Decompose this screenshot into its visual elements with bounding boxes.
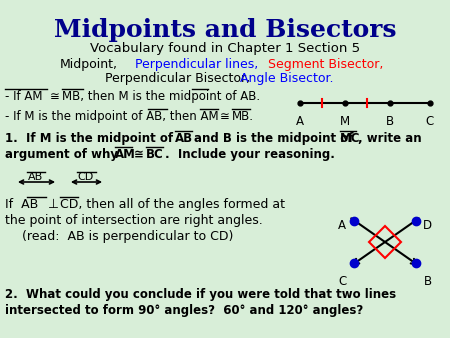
Text: C: C (338, 275, 346, 288)
Text: .  Include your reasoning.: . Include your reasoning. (165, 148, 335, 161)
Text: C: C (426, 115, 434, 128)
Text: BC: BC (146, 148, 164, 161)
Text: ≅: ≅ (50, 90, 60, 103)
Text: ≅: ≅ (220, 110, 230, 123)
Text: Vocabulary found in Chapter 1 Section 5: Vocabulary found in Chapter 1 Section 5 (90, 42, 360, 55)
Text: Perpendicular Bisector,: Perpendicular Bisector, (105, 72, 250, 85)
Text: D: D (423, 219, 432, 232)
Text: M: M (340, 115, 350, 128)
Text: (read:  AB is perpendicular to CD): (read: AB is perpendicular to CD) (22, 230, 234, 243)
Text: MB.: MB. (232, 110, 254, 123)
Text: A: A (338, 219, 346, 232)
Text: A: A (296, 115, 304, 128)
Text: 2.  What could you conclude if you were told that two lines: 2. What could you conclude if you were t… (5, 288, 396, 301)
Text: intersected to form 90° angles?  60° and 120° angles?: intersected to form 90° angles? 60° and … (5, 304, 363, 317)
Text: the point of intersection are right angles.: the point of intersection are right angl… (5, 214, 263, 227)
Text: AB: AB (175, 132, 193, 145)
Text: AB: AB (28, 172, 44, 182)
Text: Midpoints and Bisectors: Midpoints and Bisectors (54, 18, 396, 42)
Text: ≅: ≅ (134, 148, 144, 161)
Text: B: B (386, 115, 394, 128)
Text: Segment Bisector,: Segment Bisector, (268, 58, 383, 71)
Text: CD: CD (78, 172, 94, 182)
Text: argument of why: argument of why (5, 148, 118, 161)
Text: Angle Bisector.: Angle Bisector. (240, 72, 333, 85)
Text: MC: MC (340, 132, 360, 145)
Text: 1.  If M is the midpoint of: 1. If M is the midpoint of (5, 132, 173, 145)
Text: - If M is the midpoint of AB, then AM: - If M is the midpoint of AB, then AM (5, 110, 219, 123)
Text: Midpoint,: Midpoint, (60, 58, 118, 71)
Text: AM: AM (115, 148, 136, 161)
Text: MB, then M is the midpoint of AB.: MB, then M is the midpoint of AB. (62, 90, 260, 103)
Text: If  AB: If AB (5, 198, 38, 211)
Text: and B is the midpoint of: and B is the midpoint of (194, 132, 354, 145)
Text: ⊥: ⊥ (48, 198, 59, 211)
Text: Perpendicular lines,: Perpendicular lines, (135, 58, 258, 71)
Text: , write an: , write an (358, 132, 422, 145)
Text: - If AM: - If AM (5, 90, 42, 103)
Text: CD, then all of the angles formed at: CD, then all of the angles formed at (60, 198, 285, 211)
Text: B: B (423, 275, 432, 288)
